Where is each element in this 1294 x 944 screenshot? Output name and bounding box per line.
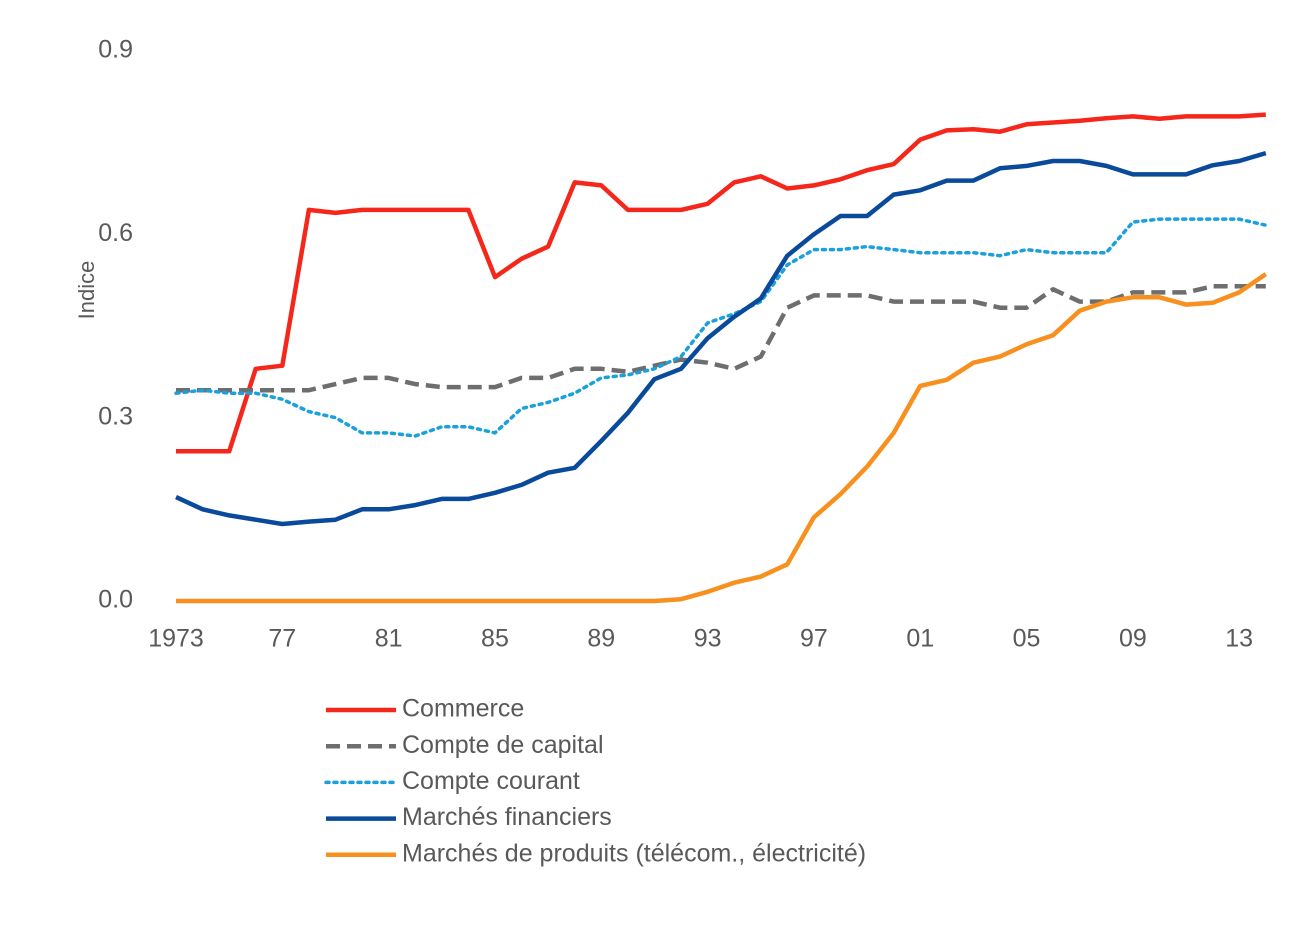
y-tick-label: 0.6	[98, 219, 133, 247]
legend-label: Compte courant	[402, 767, 580, 795]
line-series	[176, 284, 1266, 393]
x-tick-label: 89	[587, 625, 615, 653]
x-tick-label: 85	[481, 625, 509, 653]
x-tick-label: 97	[800, 625, 828, 653]
legend-label: Compte de capital	[402, 731, 604, 759]
x-tick-label: 81	[375, 625, 403, 653]
x-tick-label: 93	[694, 625, 722, 653]
x-tick-label: 13	[1225, 625, 1253, 653]
x-tick-label: 1973	[148, 625, 204, 653]
y-axis-label: Indice	[74, 261, 99, 320]
line-series	[176, 112, 1266, 454]
x-tick-label: 77	[268, 625, 296, 653]
legend-label: Marchés financiers	[402, 803, 612, 831]
x-tick-label: 09	[1119, 625, 1147, 653]
line-series	[176, 272, 1268, 604]
legend-label: Marchés de produits (télécom., électrici…	[402, 839, 866, 867]
legend-label: Commerce	[402, 695, 524, 723]
x-tick-label: 01	[906, 625, 934, 653]
y-tick-label: 0.3	[98, 402, 133, 430]
y-tick-label: 0.0	[98, 586, 133, 614]
line-series	[174, 217, 1268, 438]
y-tick-label: 0.9	[98, 36, 133, 64]
line-series	[175, 150, 1267, 527]
x-tick-label: 05	[1013, 625, 1041, 653]
